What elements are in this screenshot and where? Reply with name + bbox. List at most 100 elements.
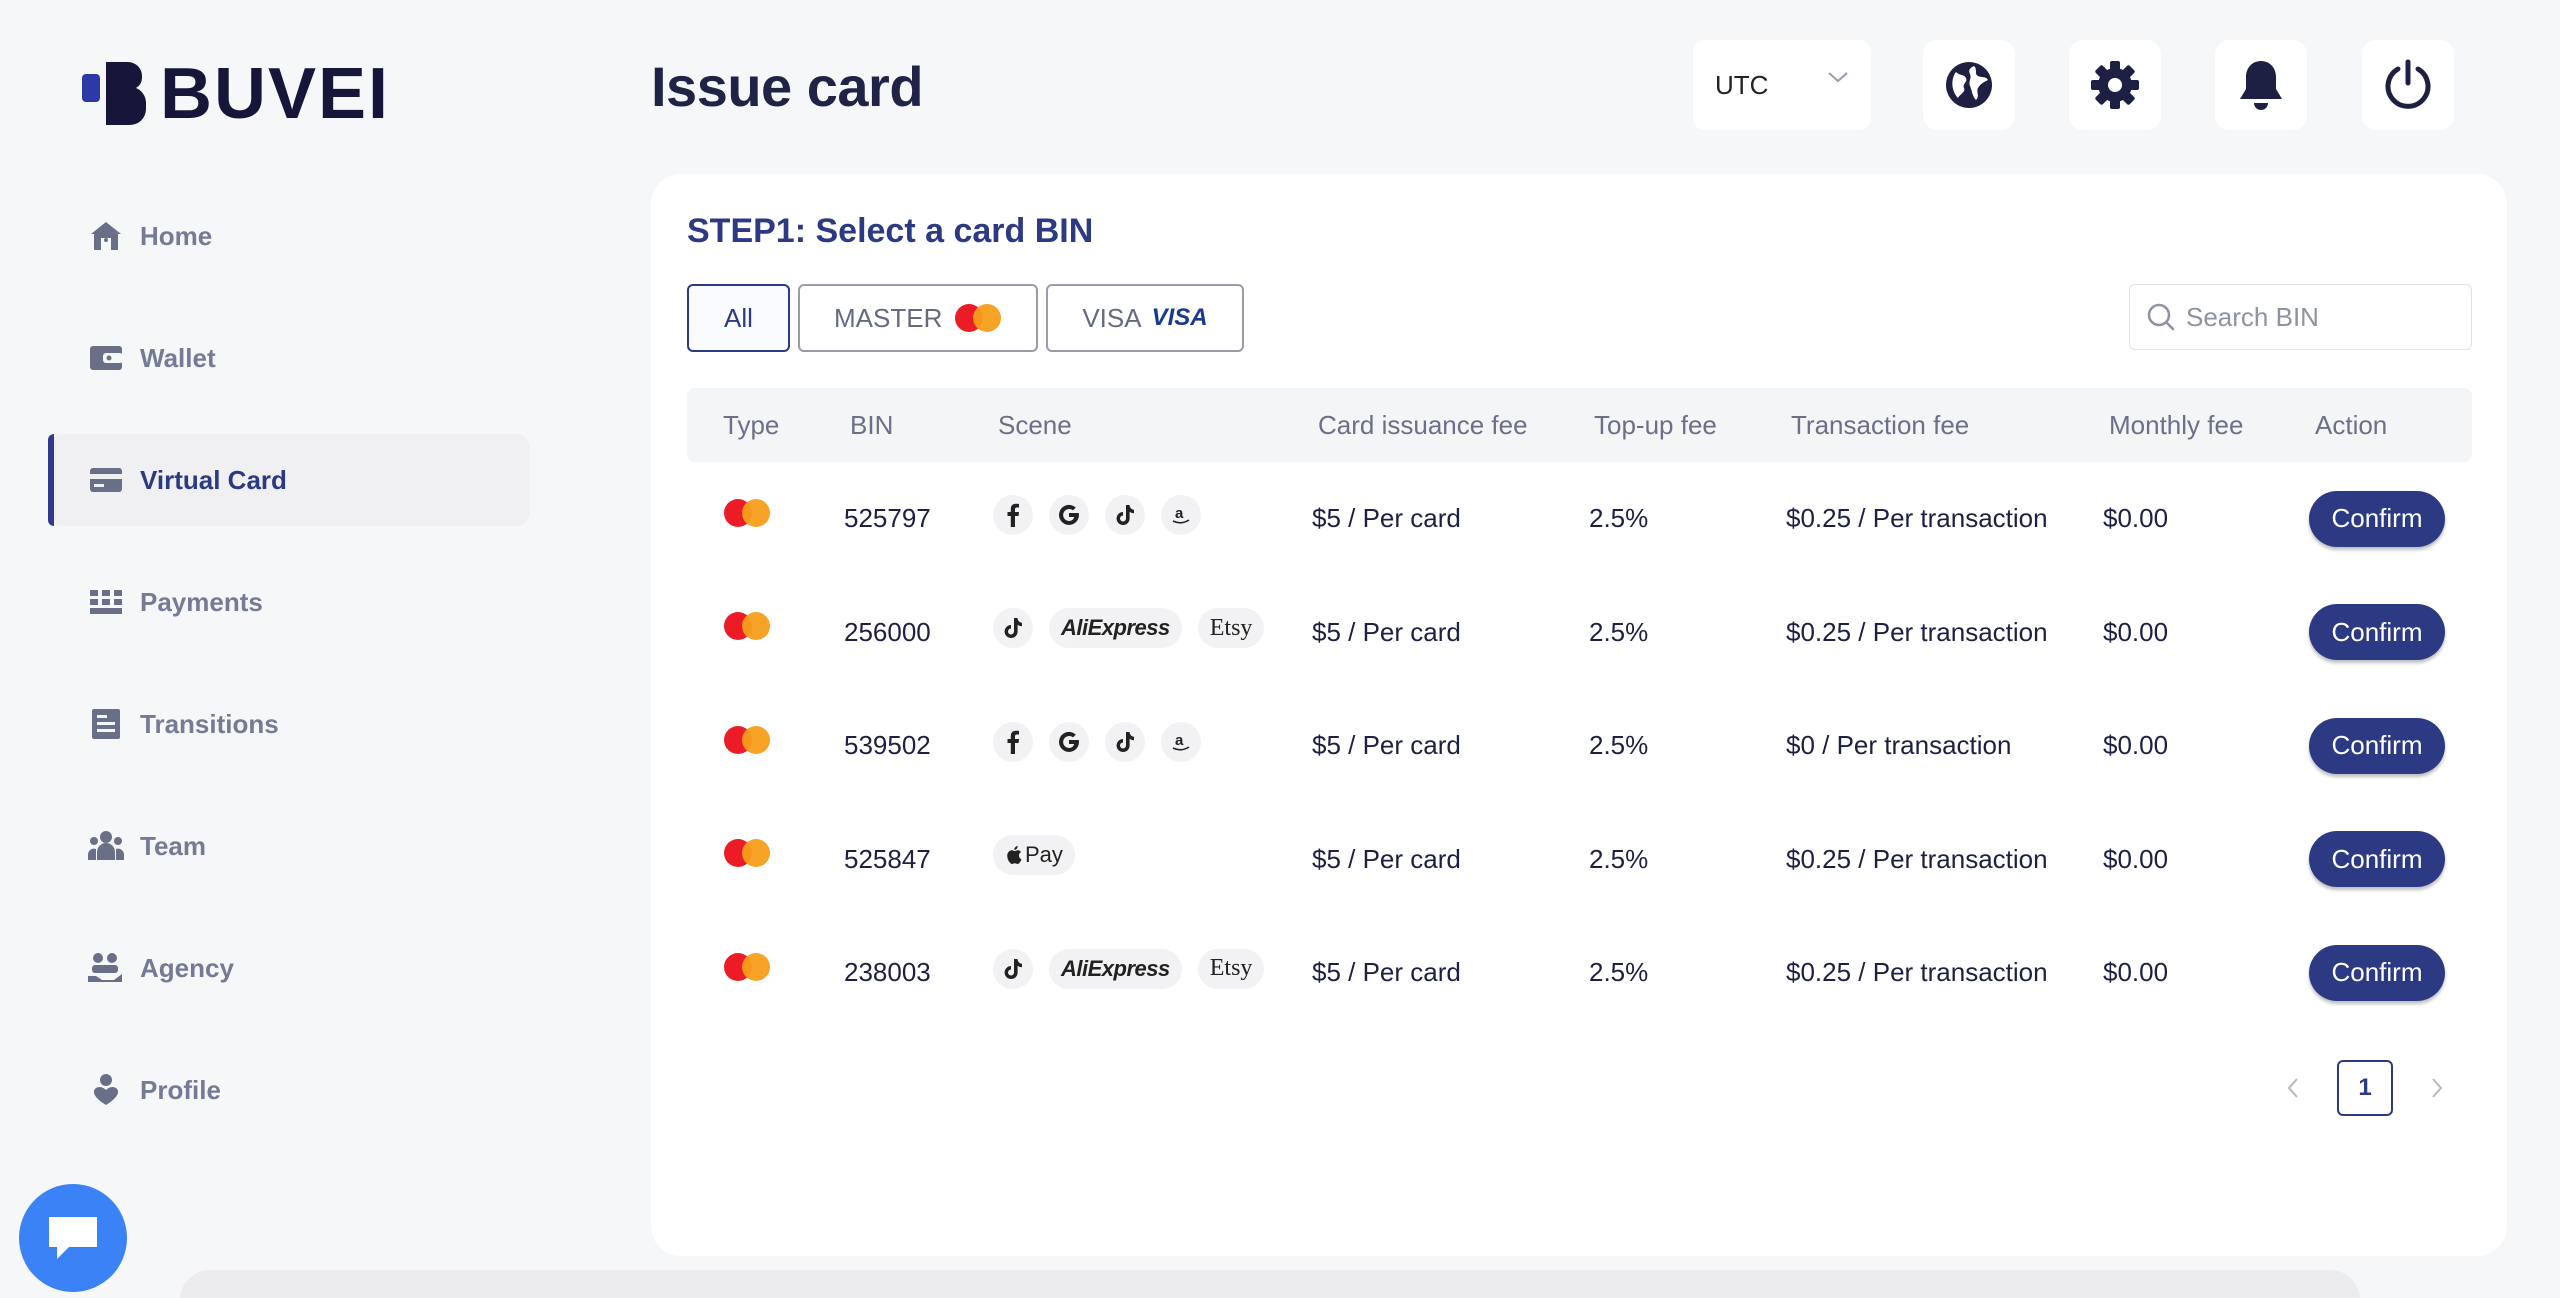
sidebar-item-profile[interactable]: Profile <box>48 1044 530 1136</box>
action-cell: Confirm <box>2309 916 2445 1030</box>
globe-icon <box>1946 62 1992 108</box>
facebook-icon <box>1007 730 1019 754</box>
page-button-current[interactable]: 1 <box>2337 1060 2393 1116</box>
home-icon <box>88 218 124 254</box>
card-type-cell <box>723 570 771 684</box>
gear-icon <box>2091 61 2139 109</box>
google-icon <box>1059 504 1079 525</box>
issue-card-panel: STEP1: Select a card BIN All MASTER VISA… <box>651 174 2507 1256</box>
mastercard-icon <box>724 498 770 527</box>
timezone-value: UTC <box>1715 69 1769 100</box>
tiktok-chip <box>1105 721 1145 762</box>
filter-all-button[interactable]: All <box>687 284 790 352</box>
scene-cell: a <box>993 458 1217 572</box>
confirm-button[interactable]: Confirm <box>2309 604 2445 661</box>
settings-button[interactable] <box>2069 40 2161 130</box>
transaction-fee-cell: $0 / Per transaction <box>1786 730 2012 761</box>
column-header-topup-fee: Top-up fee <box>1594 410 1717 440</box>
action-cell: Confirm <box>2309 576 2445 690</box>
aliexpress-chip: AliExpress <box>1049 948 1182 989</box>
table-body: 525797 a $5 / Per card 2.5% $0.25 / Per tran… <box>687 462 2472 1030</box>
prev-page-button[interactable] <box>2273 1060 2313 1116</box>
filter-master-button[interactable]: MASTER <box>798 284 1039 352</box>
tiktok-icon <box>1116 731 1134 752</box>
sidebar-item-wallet[interactable]: Wallet <box>48 312 530 404</box>
sidebar: Home Wallet Virtual Card Payments Transi… <box>48 190 530 1166</box>
sidebar-item-virtual-card[interactable]: Virtual Card <box>48 434 530 526</box>
facebook-icon <box>1007 503 1019 527</box>
confirm-button[interactable]: Confirm <box>2309 717 2445 774</box>
sidebar-item-payments[interactable]: Payments <box>48 556 530 648</box>
bottom-scroll-area <box>180 1270 2360 1298</box>
tiktok-chip <box>1105 494 1145 535</box>
column-header-scene: Scene <box>998 410 1072 440</box>
google-chip <box>1049 721 1089 762</box>
language-button[interactable] <box>1923 40 2015 130</box>
confirm-button[interactable]: Confirm <box>2309 944 2445 1001</box>
timezone-select[interactable]: UTC <box>1693 40 1871 130</box>
search-input[interactable] <box>2186 301 2466 333</box>
chat-icon <box>49 1217 97 1259</box>
etsy-label: Etsy <box>1209 955 1253 982</box>
scene-cell: Pay <box>993 799 1091 913</box>
search-bin[interactable] <box>2129 284 2472 350</box>
sidebar-item-label: Team <box>140 830 206 861</box>
column-header-monthly-fee: Monthly fee <box>2109 410 2244 440</box>
apple-pay-label: Pay <box>1025 842 1063 868</box>
transaction-fee-cell: $0.25 / Per transaction <box>1786 957 2048 988</box>
topup-fee-cell: 2.5% <box>1589 957 1649 988</box>
etsy-label: Etsy <box>1209 614 1253 641</box>
amazon-chip: a <box>1161 494 1201 535</box>
topup-fee-cell: 2.5% <box>1589 843 1649 874</box>
card-type-cell <box>723 910 771 1024</box>
action-cell: Confirm <box>2309 803 2445 917</box>
sidebar-item-label: Payments <box>140 586 263 617</box>
search-icon <box>2147 303 2175 331</box>
column-header-type: Type <box>723 410 780 440</box>
issuance-fee-cell: $5 / Per card <box>1312 616 1461 647</box>
logout-button[interactable] <box>2362 40 2454 130</box>
sidebar-item-home[interactable]: Home <box>48 190 530 282</box>
bell-icon <box>2240 61 2282 110</box>
tiktok-icon <box>1004 618 1022 639</box>
scene-cell: AliExpress Etsy <box>993 572 1280 686</box>
card-type-cell <box>723 456 771 570</box>
table-row: 525847 Pay $5 / Per card 2.5% $0.25 / Per tr… <box>687 803 2472 917</box>
sidebar-item-label: Profile <box>140 1074 221 1105</box>
column-header-transaction-fee: Transaction fee <box>1791 410 1970 440</box>
wallet-icon <box>88 340 124 376</box>
filter-visa-button[interactable]: VISA VISA <box>1046 284 1244 352</box>
grid-icon <box>88 584 124 620</box>
monthly-fee-cell: $0.00 <box>2103 616 2169 647</box>
svg-text:a: a <box>1175 505 1184 522</box>
amazon-icon: a <box>1172 732 1190 751</box>
step-title: STEP1: Select a card BIN <box>687 212 1094 250</box>
card-type-filters: All MASTER VISA VISA <box>687 284 1244 352</box>
tiktok-icon <box>1116 504 1134 525</box>
notifications-button[interactable] <box>2215 40 2307 130</box>
action-cell: Confirm <box>2309 689 2445 803</box>
topup-fee-cell: 2.5% <box>1589 503 1649 534</box>
chat-support-button[interactable] <box>19 1184 127 1292</box>
mastercard-icon <box>724 839 770 868</box>
monthly-fee-cell: $0.00 <box>2103 730 2169 761</box>
confirm-button[interactable]: Confirm <box>2309 490 2445 547</box>
bin-cell: 525847 <box>844 843 931 874</box>
tiktok-chip <box>993 948 1033 989</box>
sidebar-item-agency[interactable]: Agency <box>48 922 530 1014</box>
page-title: Issue card <box>651 55 924 118</box>
next-page-button[interactable] <box>2417 1060 2457 1116</box>
sidebar-item-team[interactable]: Team <box>48 800 530 892</box>
mastercard-icon <box>724 952 770 981</box>
column-header-action: Action <box>2315 410 2388 440</box>
sidebar-item-transitions[interactable]: Transitions <box>48 678 530 770</box>
transaction-fee-cell: $0.25 / Per transaction <box>1786 843 2048 874</box>
sidebar-item-label: Home <box>140 220 213 251</box>
agency-icon <box>88 950 124 986</box>
sidebar-item-label: Agency <box>140 952 234 983</box>
table-row: 256000 AliExpress Etsy $5 / Per card 2.5% $0.… <box>687 576 2472 690</box>
scene-cell: AliExpress Etsy <box>993 912 1280 1026</box>
confirm-button[interactable]: Confirm <box>2309 831 2445 888</box>
mastercard-icon <box>724 725 770 754</box>
chevron-down-icon <box>1828 72 1848 83</box>
